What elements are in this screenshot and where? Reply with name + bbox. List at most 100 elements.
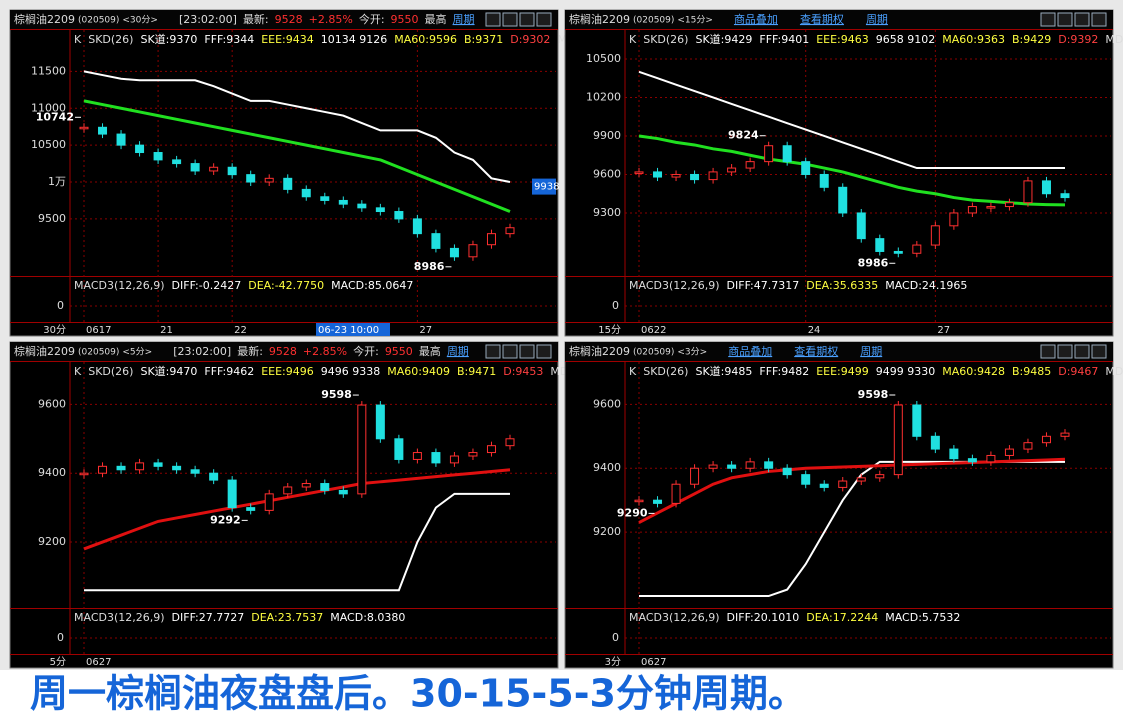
- x-tick-label: 22: [234, 325, 247, 336]
- price-box: [532, 178, 556, 195]
- header-item: 最新:: [237, 344, 263, 358]
- header-item: [23:02:00]: [179, 13, 237, 26]
- y-tick-label: 10500: [586, 52, 621, 65]
- header-bg: [565, 342, 1113, 361]
- header-item: 查看期权: [800, 12, 844, 26]
- header-period: <3分>: [677, 347, 707, 358]
- window-button: [1074, 12, 1090, 27]
- candle: [394, 211, 404, 220]
- candle: [653, 171, 663, 178]
- band-line: [84, 492, 510, 592]
- candle: [357, 203, 367, 209]
- price-annotation: 9290: [617, 506, 648, 519]
- indicator-text: FFF:9482: [759, 365, 809, 378]
- candle: [135, 144, 145, 154]
- candle: [431, 452, 441, 464]
- window-button: [485, 344, 501, 359]
- candle: [856, 477, 866, 482]
- candle: [79, 472, 89, 476]
- candle: [708, 464, 718, 469]
- x-tick-label: 0627: [641, 657, 666, 668]
- candle: [986, 206, 996, 209]
- window-button: [1057, 344, 1073, 359]
- period-label: 15分: [598, 324, 621, 336]
- y-tick-label: 9200: [38, 535, 66, 548]
- header-item: +2.85%: [303, 345, 347, 358]
- header-item: 周期: [453, 13, 475, 26]
- candle: [153, 152, 163, 161]
- candle: [135, 462, 145, 471]
- macd-text: MACD3(12,26,9): [74, 611, 165, 624]
- x-tick-label: 21: [160, 325, 173, 336]
- header-item: 最高: [425, 12, 447, 26]
- candle: [338, 489, 348, 495]
- header-title: 棕榈油2209: [569, 12, 630, 26]
- indicator-text: EEE:9499: [816, 365, 869, 378]
- indicator-text: MA60:9363: [942, 33, 1005, 46]
- candle: [690, 173, 700, 181]
- x-tick-label: 0627: [86, 657, 111, 668]
- y-tick-label: 11000: [31, 101, 66, 114]
- header-bg: [565, 10, 1113, 29]
- window-button: [1057, 12, 1073, 27]
- y-tick-label: 10200: [586, 90, 621, 103]
- y-tick-label: 9400: [593, 461, 621, 474]
- header-code: (020509): [78, 16, 119, 26]
- price-annotation: 8986: [858, 256, 889, 269]
- indicator-text: D:9453: [503, 365, 543, 378]
- candle: [505, 438, 515, 447]
- candle: [357, 404, 367, 495]
- window-button: [536, 12, 552, 27]
- candle: [634, 171, 644, 174]
- x-tick-label: 0617: [86, 325, 111, 336]
- header-bg: [10, 10, 558, 29]
- candle: [1041, 435, 1051, 444]
- indicator-text: SKD(26): [88, 33, 133, 46]
- price-annotation: 9824: [728, 129, 759, 142]
- cursor-label: 06-23 10:00: [318, 325, 379, 336]
- candle: [486, 233, 496, 246]
- y-tick-label: 9900: [593, 129, 621, 142]
- price-annotation: 9598: [858, 388, 889, 401]
- window-button: [1074, 344, 1090, 359]
- panel-bg: [9, 341, 559, 669]
- candle: [1004, 448, 1014, 456]
- candle: [764, 461, 774, 469]
- header-item: 9528: [269, 345, 297, 358]
- candle: [690, 467, 700, 485]
- header-item: 周期: [447, 345, 469, 358]
- indicator-text: SKD(26): [88, 365, 133, 378]
- indicator-text: K: [74, 365, 82, 378]
- candle: [875, 238, 885, 252]
- header-title: 棕榈油2209: [14, 12, 75, 26]
- y-tick-label: 9600: [593, 167, 621, 180]
- caption-bg: [0, 670, 1123, 719]
- candle: [1041, 180, 1051, 195]
- candle: [727, 167, 737, 173]
- header-item: 商品叠加: [728, 344, 772, 358]
- candle: [190, 469, 200, 474]
- candle: [98, 465, 108, 474]
- candle: [283, 486, 293, 495]
- y-tick-label: 9300: [593, 206, 621, 219]
- candle: [819, 173, 829, 188]
- band-line: [83, 70, 511, 184]
- header-item: 商品叠加: [734, 12, 778, 26]
- candle: [782, 467, 792, 476]
- x-tick-label: 0622: [641, 325, 666, 336]
- ma-line: [638, 134, 1066, 207]
- macd-text: DEA:17.2244: [806, 611, 878, 624]
- macd-text: MACD:8.0380: [330, 611, 405, 624]
- window-button: [519, 12, 535, 27]
- indicator-text: 10134 9126: [321, 33, 387, 46]
- candle: [1004, 202, 1014, 208]
- candle: [986, 454, 996, 463]
- y-tick-label: 9600: [38, 397, 66, 410]
- y-tick-label: 9500: [38, 212, 66, 225]
- panel: 棕榈油2209 (020509) <30分> [23:02:00] 最新: 9528 +2.…: [9, 9, 579, 337]
- macd-tick-label: 0: [612, 631, 619, 644]
- indicator-text: FFF:9401: [759, 33, 809, 46]
- candle: [745, 461, 755, 469]
